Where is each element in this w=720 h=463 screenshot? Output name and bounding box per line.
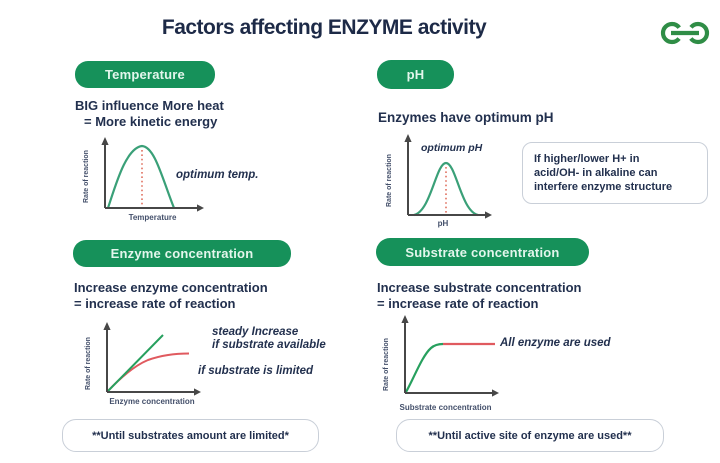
enzyme-plot	[103, 322, 201, 396]
temperature-ylabel: Rate of reaction	[83, 150, 90, 203]
ph-plot	[404, 134, 492, 219]
enzyme-heading-line1: Increase enzyme concentration	[74, 280, 268, 295]
enzyme-green-annotation: steady Increase if substrate available	[212, 326, 326, 352]
substrate-rising-curve	[405, 342, 444, 393]
temperature-plot	[101, 137, 204, 212]
substrate-concentration-badge: Substrate concentration	[376, 238, 589, 266]
ph-note-line3: interfere enzyme structure	[534, 181, 673, 193]
substrate-concentration-badge-label: Substrate concentration	[405, 244, 560, 260]
x-axis-arrow-icon	[194, 388, 201, 396]
ph-badge-label: pH	[406, 67, 425, 82]
enzyme-green-annotation-line2: if substrate available	[212, 339, 326, 351]
y-axis-arrow-icon	[101, 137, 109, 145]
y-axis-arrow-icon	[404, 134, 412, 142]
enzyme-xlabel: Enzyme concentration	[109, 397, 195, 406]
ph-xlabel: pH	[437, 219, 449, 228]
substrate-red-annotation: All enzyme are used	[500, 337, 611, 349]
temperature-heading: BIG influence More heat = More kinetic e…	[75, 98, 224, 130]
ph-badge: pH	[377, 60, 454, 89]
enzyme-red-annotation: if substrate is limited	[198, 365, 314, 377]
ph-bell-curve	[413, 161, 479, 217]
substrate-heading-line2: = increase rate of reaction	[377, 296, 539, 311]
ph-note-box: If higher/lower H+ in acid/OH- in alkali…	[522, 142, 708, 204]
y-axis-arrow-icon	[401, 315, 409, 323]
enzyme-footnote-text: **Until substrates amount are limited*	[92, 429, 289, 442]
enzyme-green-annotation-line1: steady Increase	[212, 326, 299, 338]
x-axis-arrow-icon	[485, 211, 492, 219]
ph-heading: Enzymes have optimum pH	[378, 110, 554, 125]
temperature-badge-label: Temperature	[105, 67, 185, 82]
enzyme-steady-increase-line	[107, 334, 164, 392]
temperature-xlabel: Temperature	[128, 213, 177, 222]
x-axis-arrow-icon	[197, 204, 204, 212]
enzyme-heading: Increase enzyme concentration = increase…	[74, 280, 268, 312]
enzyme-ylabel: Rate of reaction	[85, 337, 92, 390]
substrate-ylabel: Rate of reaction	[383, 338, 390, 391]
ph-annotation: optimum pH	[421, 142, 483, 154]
ph-graph	[388, 130, 500, 232]
ph-note-line2: acid/OH- in alkaline can	[534, 167, 658, 179]
temperature-badge: Temperature	[75, 61, 215, 88]
substrate-heading: Increase substrate concentration = incre…	[377, 280, 581, 312]
enzyme-heading-line2: = increase rate of reaction	[74, 296, 236, 311]
y-axis-arrow-icon	[103, 322, 111, 330]
substrate-plot	[401, 315, 499, 397]
substrate-footnote-box: **Until active site of enzyme are used**	[396, 419, 664, 452]
substrate-xlabel: Substrate concentration	[399, 403, 492, 412]
temperature-line1-regular: BIG influence	[75, 98, 163, 113]
ph-ylabel: Rate of reaction	[386, 154, 393, 207]
ph-note-line1: If higher/lower H+ in	[534, 153, 640, 165]
geeksforgeeks-logo-icon	[657, 17, 715, 49]
x-axis-arrow-icon	[492, 389, 499, 397]
temperature-bell-curve	[106, 144, 176, 209]
page-title: Factors affecting ENZYME activity	[161, 16, 487, 39]
enzyme-limited-substrate-curve	[107, 352, 190, 392]
enzyme-footnote-box: **Until substrates amount are limited*	[62, 419, 319, 452]
enzyme-graph	[87, 318, 209, 402]
substrate-graph	[385, 310, 507, 402]
temperature-line2: = More kinetic energy	[84, 114, 218, 129]
temperature-line1-bold: More heat	[162, 98, 224, 113]
enzyme-concentration-badge: Enzyme concentration	[73, 240, 291, 267]
substrate-footnote-text: **Until active site of enzyme are used**	[428, 429, 632, 442]
temperature-annotation: optimum temp.	[176, 169, 259, 181]
enzyme-concentration-badge-label: Enzyme concentration	[110, 246, 254, 261]
temperature-graph	[85, 132, 210, 232]
substrate-heading-line1: Increase substrate concentration	[377, 280, 582, 295]
